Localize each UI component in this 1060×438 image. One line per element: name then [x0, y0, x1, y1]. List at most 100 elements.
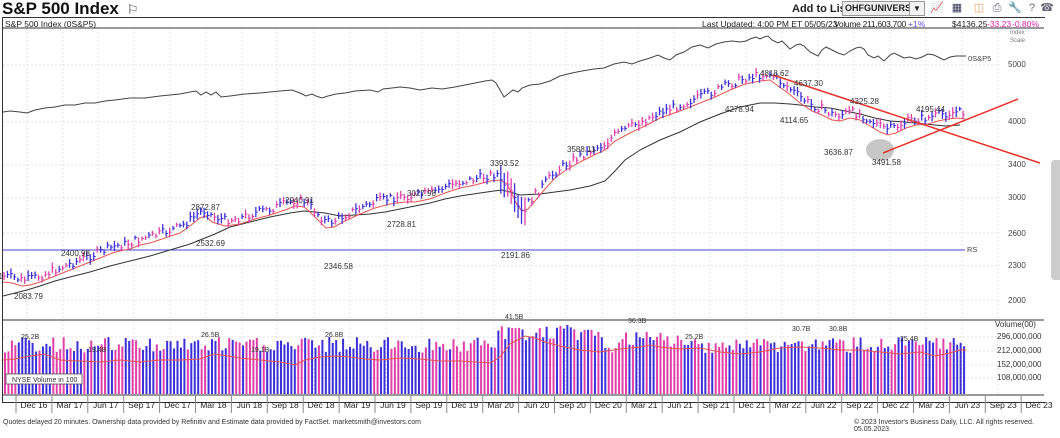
svg-text:4000: 4000 — [1008, 117, 1026, 126]
x-axis-labels: Dec 16 Mar 17 Jun 17 Sep 17 Dec 17 Mar 18 Jun … — [20, 400, 1052, 410]
svg-text:3491.58: 3491.58 — [872, 158, 901, 167]
flag-icon[interactable]: ⚐ — [126, 2, 139, 17]
svg-text:Dec 20: Dec 20 — [595, 400, 622, 410]
svg-text:25.2B: 25.2B — [685, 334, 704, 341]
svg-text:Mar 17: Mar 17 — [57, 400, 84, 410]
volume-value: Volume 211,603,700 — [834, 19, 906, 29]
svg-text:2532.69: 2532.69 — [196, 239, 225, 248]
last-updated: Last Updated: 4:00 PM ET 05/05/23 — [702, 19, 838, 29]
svg-text:2872.87: 2872.87 — [191, 203, 220, 212]
svg-text:Sep 20: Sep 20 — [559, 400, 586, 410]
price-bars — [3, 68, 966, 284]
svg-text:4195.44: 4195.44 — [916, 105, 945, 114]
svg-text:2728.81: 2728.81 — [387, 220, 416, 229]
svg-text:Sep 17: Sep 17 — [128, 400, 155, 410]
rs-horizontal-label: RS — [967, 245, 977, 254]
svg-text:19.4B: 19.4B — [88, 347, 107, 354]
svg-text:Mar 21: Mar 21 — [631, 400, 658, 410]
svg-text:25.2B: 25.2B — [21, 334, 40, 341]
svg-text:81: 81 — [0, 272, 3, 281]
rs-line — [2, 35, 966, 114]
title-text: S&P 500 Index — [2, 0, 119, 18]
svg-text:296,000,000: 296,000,000 — [997, 332, 1042, 341]
price-value: $4136.25 — [952, 19, 988, 29]
svg-text:5000: 5000 — [1008, 60, 1026, 69]
add-to-list-label: Add to List: — [792, 3, 854, 15]
svg-text:3027.98: 3027.98 — [407, 189, 436, 198]
svg-text:Volume(00): Volume(00) — [995, 320, 1036, 329]
svg-text:Jun 23: Jun 23 — [955, 400, 981, 410]
x-axis-separators — [15, 396, 1022, 413]
svg-text:4325.28: 4325.28 — [850, 97, 879, 106]
svg-text:36.3B: 36.3B — [628, 318, 647, 325]
svg-text:2300: 2300 — [1008, 261, 1026, 270]
chart-icon[interactable]: 📈 — [930, 2, 944, 14]
svg-text:2346.58: 2346.58 — [324, 262, 353, 271]
print-icon[interactable]: ⎙ — [992, 2, 1002, 14]
list-select[interactable]: OHFGUNIVERSE — [842, 1, 917, 16]
svg-text:3636.87: 3636.87 — [824, 148, 853, 157]
help-icon[interactable]: ? — [1028, 2, 1036, 14]
symbol-label: S&P 500 Index (0S&P5) — [5, 19, 97, 29]
svg-text:Dec 22: Dec 22 — [882, 400, 909, 410]
scale-label-1: Index — [1010, 30, 1025, 36]
svg-text:30.7B: 30.7B — [792, 326, 811, 333]
layout-icon[interactable]: ▦ — [951, 2, 963, 14]
chart-area[interactable] — [2, 17, 1045, 403]
svg-text:Jun 22: Jun 22 — [811, 400, 837, 410]
svg-text:3588.11: 3588.11 — [567, 145, 596, 154]
ma-10-week — [2, 79, 966, 287]
svg-text:Sep 23: Sep 23 — [990, 400, 1017, 410]
svg-text:2940.91: 2940.91 — [285, 196, 314, 205]
price-change: -33.23 — [987, 19, 1012, 29]
ma-40-week — [2, 102, 961, 297]
svg-text:2191.86: 2191.86 — [501, 251, 530, 260]
volume-bars — [4, 325, 966, 394]
chevron-down-icon[interactable]: ▼ — [909, 1, 925, 16]
svg-text:Jun 21: Jun 21 — [667, 400, 693, 410]
svg-text:Dec 16: Dec 16 — [20, 400, 47, 410]
sidebar-collapse-handle[interactable] — [1051, 160, 1060, 280]
svg-text:41.5B: 41.5B — [505, 314, 524, 321]
phone-icon[interactable]: ☎ — [1040, 2, 1054, 14]
price-change-pct: -0.80% — [1012, 19, 1039, 29]
pattern-icon[interactable]: ◫ — [973, 2, 985, 14]
svg-text:Mar 19: Mar 19 — [344, 400, 371, 410]
svg-text:Mar 23: Mar 23 — [918, 400, 945, 410]
price-annotations: 81 2083.79 2400.98 2532.69 2872.87 2940.… — [0, 69, 945, 301]
svg-text:Sep 22: Sep 22 — [846, 400, 873, 410]
svg-text:Sep 19: Sep 19 — [415, 400, 442, 410]
svg-text:108,000,000: 108,000,000 — [997, 373, 1042, 382]
svg-text:Jun 17: Jun 17 — [93, 400, 119, 410]
svg-text:4278.94: 4278.94 — [725, 105, 754, 114]
svg-text:Jun 18: Jun 18 — [237, 400, 263, 410]
downtrend-line — [772, 74, 1041, 164]
grid — [3, 28, 1000, 395]
price-axis: 5000 4000 3400 3000 2600 2300 2000 — [1008, 60, 1026, 305]
svg-text:Mar 20: Mar 20 — [487, 400, 514, 410]
svg-text:2400.98: 2400.98 — [61, 249, 90, 258]
svg-text:212,000,000: 212,000,000 — [997, 346, 1042, 355]
svg-text:4114.65: 4114.65 — [780, 116, 809, 125]
footer-disclaimer: Quotes delayed 20 minutes. Ownership dat… — [3, 419, 421, 426]
svg-text:3400: 3400 — [1008, 160, 1026, 169]
svg-text:Dec 17: Dec 17 — [164, 400, 191, 410]
volume-legend: NYSE Volume in 100 — [12, 377, 77, 384]
svg-text:Sep 21: Sep 21 — [703, 400, 730, 410]
svg-text:Dec 21: Dec 21 — [738, 400, 765, 410]
page-title: S&P 500 Index ⚐ — [2, 0, 139, 19]
tools-icon[interactable]: 🔧 — [1008, 2, 1022, 14]
svg-text:4637.30: 4637.30 — [794, 79, 823, 88]
svg-text:152,000,000: 152,000,000 — [997, 360, 1042, 369]
svg-text:19.1B: 19.1B — [251, 347, 270, 354]
svg-text:30.8B: 30.8B — [829, 326, 848, 333]
svg-text:25.4B: 25.4B — [900, 336, 919, 343]
svg-text:26.8B: 26.8B — [325, 332, 344, 339]
svg-text:3393.52: 3393.52 — [490, 159, 519, 168]
svg-text:26.5B: 26.5B — [201, 332, 220, 339]
svg-text:Mar 18: Mar 18 — [200, 400, 227, 410]
svg-text:Sep 18: Sep 18 — [272, 400, 299, 410]
svg-text:2600: 2600 — [1008, 229, 1026, 238]
svg-text:Dec 23: Dec 23 — [1026, 400, 1053, 410]
